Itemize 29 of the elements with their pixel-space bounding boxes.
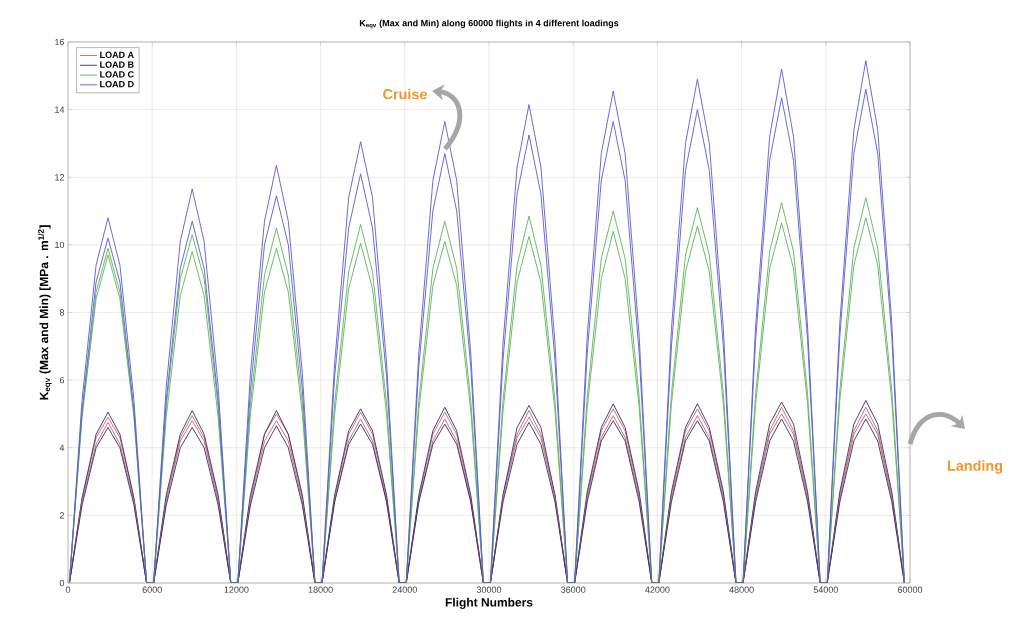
- x-tick-label: 18000: [308, 586, 333, 593]
- y-tick-label: 4: [59, 444, 65, 451]
- y-axis-title: K$_{eqv}$ (Max and Min) [MPa . m$^{1/2}$]: [37, 225, 52, 400]
- x-tick-label: 42000: [645, 586, 670, 593]
- x-tick-label: 30000: [476, 586, 502, 593]
- y-tick-label: 2: [59, 512, 65, 519]
- x-tick-label: 54000: [813, 586, 838, 593]
- y-tick-label: 6: [59, 376, 65, 384]
- x-tick-label: 24000: [392, 586, 417, 593]
- y-tick-label: 0: [59, 579, 65, 587]
- x-tick-label: 48000: [729, 586, 754, 593]
- legend-label: LOAD D: [100, 80, 134, 88]
- text: Landing: [947, 460, 1003, 474]
- y-tick-label: 8: [59, 309, 65, 316]
- legend-label: LOAD C: [100, 71, 134, 78]
- x-tick-label: 60000: [897, 586, 923, 593]
- y-tick-label: 16: [55, 38, 65, 46]
- y-tick-label: 10: [55, 241, 65, 249]
- y-tick-label: 14: [55, 106, 65, 113]
- y-tick-label: 12: [55, 174, 65, 181]
- chart-title: K$_{eqv}$ (Max and Min) along 60000 flights in 4 different loadings: [359, 19, 619, 29]
- x-tick-label: 0: [65, 586, 71, 593]
- legend-label: LOAD A: [100, 51, 134, 58]
- legend-label: LOAD B: [100, 61, 134, 68]
- x-axis-title: Flight Numbers: [445, 597, 533, 610]
- x-tick-label: 36000: [561, 586, 586, 593]
- x-tick-label: 6000: [142, 586, 162, 593]
- x-tick-label: 12000: [224, 586, 249, 593]
- annotation: Cruise: [383, 88, 427, 100]
